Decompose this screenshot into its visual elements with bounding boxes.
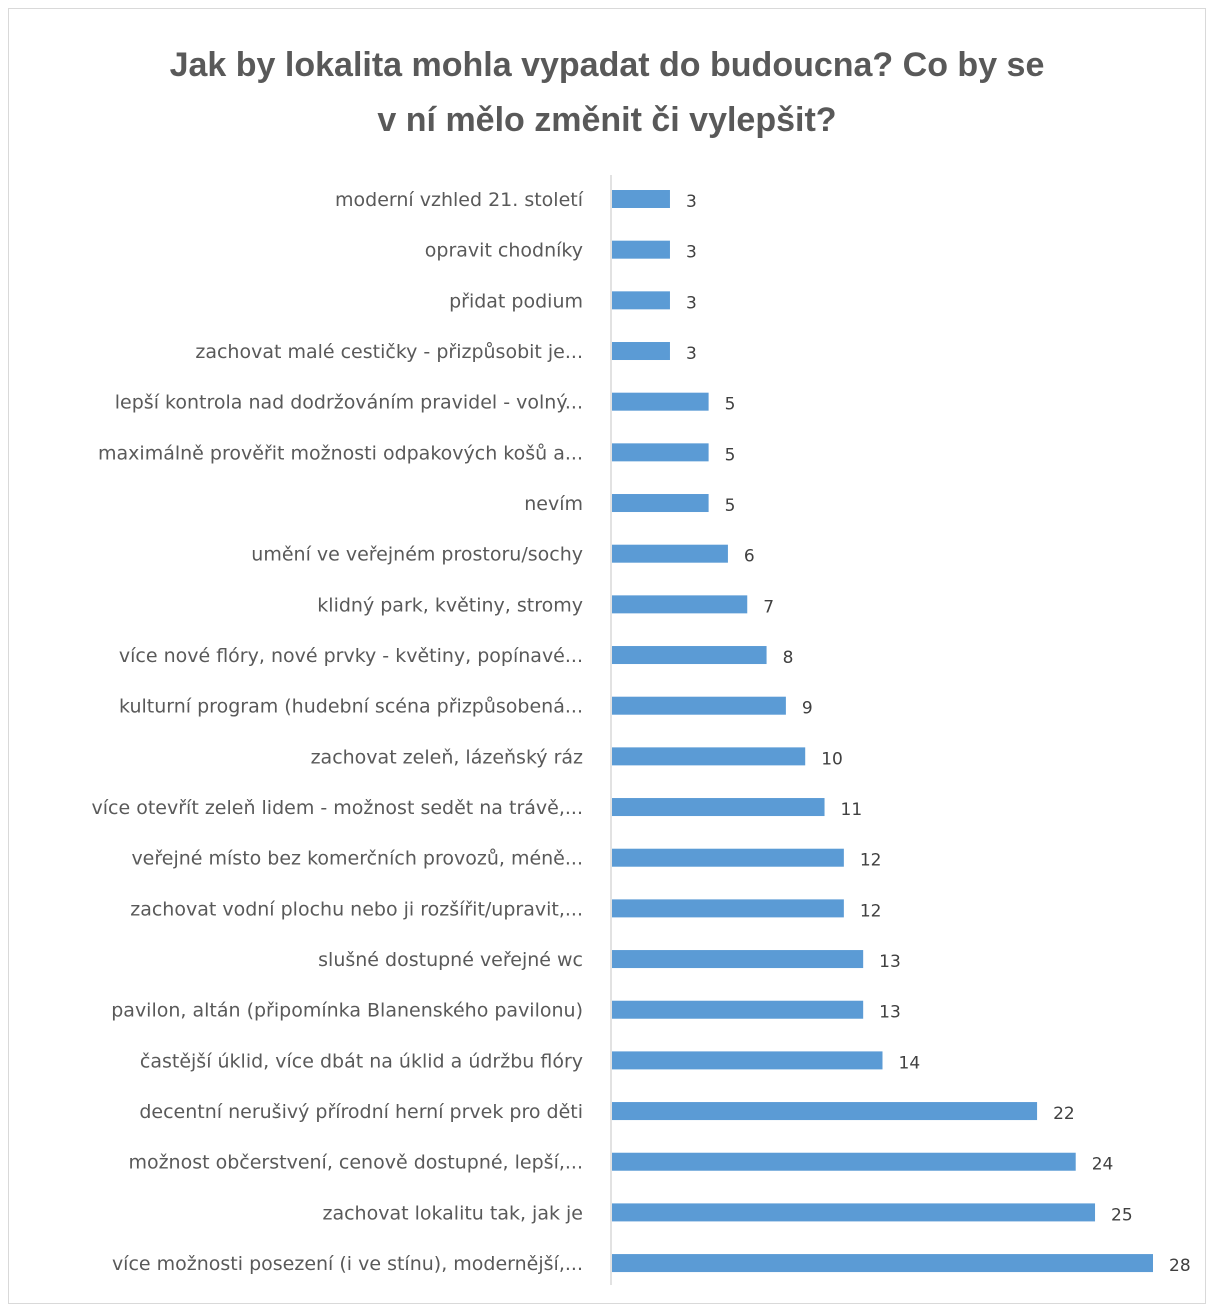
data-label: 10 [821, 749, 843, 769]
data-label: 13 [879, 952, 901, 972]
category-label: zachovat zeleň, lázeňský ráz [311, 746, 583, 768]
bar [612, 240, 670, 259]
data-label: 24 [1092, 1155, 1114, 1175]
bar [612, 1051, 883, 1070]
bar [612, 392, 709, 411]
data-label: 5 [725, 496, 736, 516]
bar [612, 595, 748, 614]
category-label: přidat podium [449, 290, 583, 312]
data-label: 22 [1053, 1104, 1075, 1124]
category-label: možnost občerstvení, cenově dostupné, le… [128, 1152, 583, 1174]
bar [612, 342, 670, 361]
bar [612, 494, 709, 513]
category-label: častější úklid, více dbát na úklid a údr… [140, 1050, 583, 1072]
chart-frame [8, 8, 1206, 1304]
category-label: umění ve veřejném prostoru/sochy [251, 544, 583, 566]
category-label: lepší kontrola nad dodržováním pravidel … [115, 392, 583, 414]
category-label: slušné dostupné veřejné wc [318, 949, 583, 971]
bar [612, 1000, 864, 1019]
data-label: 12 [860, 901, 882, 921]
data-label: 3 [686, 344, 697, 364]
data-label: 8 [783, 648, 794, 668]
bar [612, 646, 767, 665]
data-label: 5 [725, 445, 736, 465]
data-label: 3 [686, 192, 697, 212]
data-label: 28 [1169, 1256, 1191, 1276]
category-label: decentní nerušivý přírodní herní prvek p… [139, 1101, 583, 1123]
data-label: 5 [725, 395, 736, 415]
bar [612, 190, 670, 208]
category-label: zachovat malé cestičky - přizpůsobit je.… [195, 341, 583, 363]
data-label: 13 [879, 1003, 901, 1023]
bar [612, 798, 825, 817]
category-label: opravit chodníky [425, 240, 583, 262]
bar [612, 443, 709, 462]
category-label: zachovat lokalitu tak, jak je [322, 1202, 583, 1224]
data-label: 14 [899, 1053, 921, 1073]
category-label: maximálně prověřit možnosti odpakových k… [98, 442, 583, 464]
category-label: zachovat vodní plochu nebo ji rozšířit/u… [130, 898, 583, 920]
bar [612, 544, 728, 563]
category-label: více možnosti posezení (i ve stínu), mod… [112, 1253, 583, 1275]
data-label: 3 [686, 243, 697, 263]
category-label: více otevřít zeleň lidem - možnost sedět… [92, 797, 583, 819]
bar [612, 291, 670, 310]
bar [612, 1254, 1153, 1273]
bar [612, 1102, 1038, 1121]
category-label: pavilon, altán (připomínka Blanenského p… [111, 1000, 583, 1022]
data-label: 12 [860, 851, 882, 871]
category-label: kulturní program (hudební scéna přizpůso… [119, 696, 583, 718]
category-label: více nové flóry, nové prvky - květiny, p… [119, 645, 583, 667]
data-label: 11 [841, 800, 863, 820]
bar [612, 747, 806, 766]
data-label: 6 [744, 547, 755, 567]
chart-title-line-2: v ní mělo změnit či vylepšit? [377, 101, 837, 139]
data-label: 7 [763, 597, 774, 617]
bar [612, 696, 786, 715]
bar [612, 848, 844, 867]
category-label: klidný park, květiny, stromy [317, 594, 583, 616]
bar [612, 950, 864, 969]
chart-title-line-1: Jak by lokalita mohla vypadat do budoucn… [169, 46, 1045, 84]
bar [612, 899, 844, 918]
bar [612, 1203, 1096, 1222]
category-label: veřejné místo bez komerčních provozů, mé… [131, 848, 583, 870]
data-label: 9 [802, 699, 813, 719]
category-label: moderní vzhled 21. století [335, 189, 584, 211]
bar [612, 1152, 1076, 1171]
data-label: 3 [686, 293, 697, 313]
chart-title: Jak by lokalita mohla vypadat do budoucn… [8, 38, 1206, 148]
category-label: nevím [524, 493, 583, 515]
data-label: 25 [1111, 1205, 1133, 1225]
